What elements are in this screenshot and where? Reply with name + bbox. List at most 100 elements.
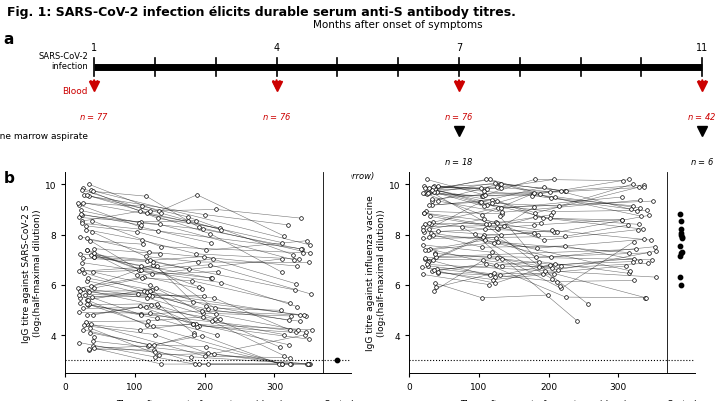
Point — [198, 293, 209, 299]
Point — [80, 292, 91, 299]
Point — [276, 240, 287, 246]
Point — [420, 221, 432, 227]
Point — [489, 180, 501, 186]
Point — [152, 228, 164, 235]
Point — [530, 210, 542, 217]
Point — [88, 312, 99, 318]
Point — [135, 267, 147, 273]
Point — [87, 229, 98, 235]
Point — [529, 222, 540, 229]
Point — [292, 327, 304, 334]
Text: 11: 11 — [696, 43, 708, 53]
Point — [85, 188, 96, 194]
Point — [83, 297, 94, 304]
Point — [479, 192, 491, 199]
Point — [192, 324, 203, 330]
Point — [531, 254, 542, 261]
Point — [559, 188, 571, 194]
Point — [620, 263, 632, 269]
Point — [132, 220, 144, 226]
Point — [199, 212, 211, 218]
Point — [188, 321, 199, 327]
Point — [487, 200, 498, 207]
Point — [301, 238, 313, 244]
Point — [674, 253, 686, 260]
Point — [432, 269, 444, 275]
Point — [304, 242, 316, 249]
Point — [275, 307, 287, 314]
Point — [295, 246, 307, 252]
Point — [144, 288, 156, 294]
Point — [209, 316, 220, 322]
Point — [78, 270, 90, 276]
Point — [288, 257, 300, 263]
Point — [199, 353, 211, 359]
Point — [495, 181, 507, 188]
Point — [424, 185, 435, 192]
Point — [295, 318, 306, 325]
Text: b: b — [4, 170, 14, 185]
Point — [623, 271, 635, 277]
Point — [429, 251, 441, 258]
Point — [638, 237, 649, 243]
Point — [131, 229, 143, 235]
Point — [551, 279, 563, 285]
Point — [187, 321, 198, 328]
Point — [420, 256, 432, 262]
Point — [492, 225, 503, 232]
Point — [534, 264, 545, 270]
Point — [306, 327, 318, 333]
Point — [151, 263, 162, 270]
Point — [623, 222, 634, 229]
Point — [675, 226, 687, 233]
Point — [469, 232, 481, 238]
Point — [623, 250, 634, 256]
Point — [276, 269, 287, 275]
Point — [135, 209, 146, 215]
Point — [206, 318, 218, 325]
Point — [81, 297, 93, 303]
Point — [284, 300, 295, 306]
Point — [476, 295, 488, 301]
Point — [548, 229, 560, 236]
Point — [628, 277, 640, 284]
Point — [479, 192, 490, 198]
Point — [297, 250, 308, 256]
Point — [429, 280, 441, 287]
Point — [487, 277, 499, 283]
Point — [422, 259, 434, 265]
Point — [82, 312, 93, 318]
Point — [424, 187, 435, 194]
Point — [479, 226, 491, 233]
Point — [206, 275, 217, 282]
Point — [282, 222, 294, 229]
Point — [84, 325, 96, 331]
Point — [429, 190, 440, 196]
Point — [426, 203, 438, 209]
Point — [78, 192, 90, 198]
Point — [277, 256, 288, 263]
Point — [421, 191, 433, 197]
Point — [616, 217, 628, 223]
Point — [132, 291, 144, 297]
Point — [475, 186, 487, 192]
Text: Time after onset of symptoms (days): Time after onset of symptoms (days) — [116, 399, 283, 401]
Point — [418, 211, 429, 217]
Point — [418, 224, 429, 230]
Point — [417, 242, 429, 249]
Point — [528, 190, 539, 197]
Point — [676, 249, 688, 255]
Point — [141, 290, 153, 296]
Point — [283, 342, 295, 348]
Point — [211, 332, 222, 338]
Point — [209, 295, 220, 302]
Point — [190, 321, 202, 328]
Point — [474, 199, 486, 206]
Point — [480, 222, 492, 228]
Point — [198, 254, 210, 260]
Point — [76, 221, 88, 227]
Point — [491, 255, 502, 262]
Point — [649, 244, 661, 250]
Point — [429, 251, 441, 257]
Point — [85, 321, 97, 328]
